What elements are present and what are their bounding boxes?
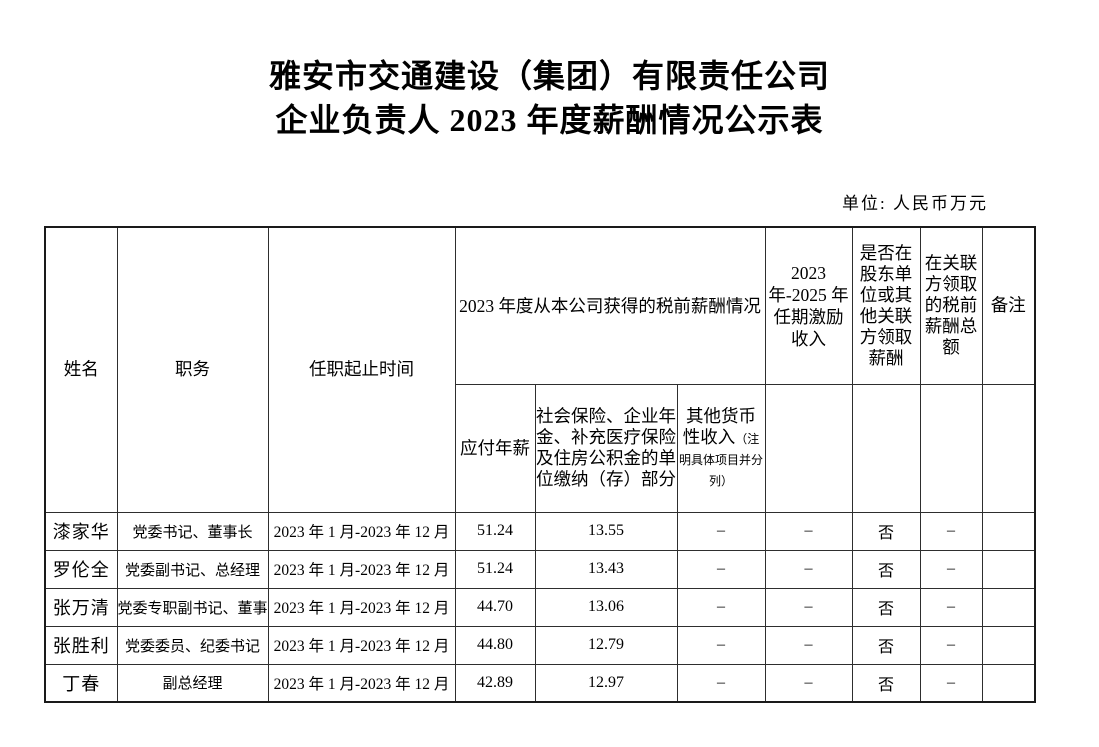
other-income-note: （注明具体项目并分列） [679, 432, 764, 488]
cell-incentive: – [764, 511, 853, 551]
unit-note: 单位: 人民币万元 [842, 194, 988, 213]
cell-position: 副总经理 [116, 663, 269, 703]
col-header-related-party-flag: 是否在股东单位或其他关联方领取薪酬 [851, 226, 921, 385]
cell-term: 2023 年 1 月-2023 年 12 月 [267, 549, 456, 589]
cell-related-party-flag: 否 [851, 663, 921, 703]
cell-related-party-flag: 否 [851, 549, 921, 589]
col-header-related-party-amount: 在关联方领取的税前薪酬总额 [919, 226, 983, 385]
cell-remarks [981, 549, 1036, 589]
cell-other-income: – [676, 549, 766, 589]
cell-insurance: 13.55 [534, 511, 678, 551]
cell-incentive: – [764, 587, 853, 627]
header-row-1: 姓名 职务 任职起止时间 2023 年度从本公司获得的税前薪酬情况 2023 年… [44, 226, 1036, 513]
cell-term: 2023 年 1 月-2023 年 12 月 [267, 625, 456, 665]
cell-term: 2023 年 1 月-2023 年 12 月 [267, 587, 456, 627]
cell-annual-salary: 42.89 [454, 663, 536, 703]
cell-annual-salary: 44.70 [454, 587, 536, 627]
col-header-term: 任职起止时间 [267, 226, 456, 513]
cell-related-party-amount: – [919, 549, 983, 589]
col-header-remarks: 备注 [981, 226, 1036, 385]
cell-name: 丁春 [44, 663, 118, 703]
cell-position: 党委专职副书记、董事 [116, 587, 269, 627]
header-empty-cell-incentive [764, 383, 853, 513]
cell-incentive: – [764, 625, 853, 665]
title-line-2: 企业负责人 2023 年度薪酬情况公示表 [275, 102, 824, 138]
table-row: 张胜利 党委委员、纪委书记 2023 年 1 月-2023 年 12 月 44.… [44, 625, 1036, 665]
cell-insurance: 12.79 [534, 625, 678, 665]
cell-name: 漆家华 [44, 511, 118, 551]
cell-remarks [981, 511, 1036, 551]
cell-name: 张万清 [44, 587, 118, 627]
cell-remarks [981, 587, 1036, 627]
col-header-annual-salary: 应付年薪 [454, 383, 536, 513]
cell-insurance: 13.43 [534, 549, 678, 589]
cell-incentive: – [764, 663, 853, 703]
cell-position: 党委副书记、总经理 [116, 549, 269, 589]
cell-remarks [981, 663, 1036, 703]
other-income-label: 其他货币性收入 [682, 406, 756, 447]
cell-other-income: – [676, 511, 766, 551]
cell-name: 罗伦全 [44, 549, 118, 589]
table-row: 张万清 党委专职副书记、董事 2023 年 1 月-2023 年 12 月 44… [44, 587, 1036, 627]
cell-insurance: 13.06 [534, 587, 678, 627]
page-title: 雅安市交通建设（集团）有限责任公司 企业负责人 2023 年度薪酬情况公示表 [0, 0, 1099, 142]
table-row: 丁春 副总经理 2023 年 1 月-2023 年 12 月 42.89 12.… [44, 663, 1036, 703]
col-header-other-income: 其他货币性收入（注明具体项目并分列） [676, 383, 766, 513]
cell-position: 党委委员、纪委书记 [116, 625, 269, 665]
cell-name: 张胜利 [44, 625, 118, 665]
cell-position: 党委书记、董事长 [116, 511, 269, 551]
salary-table: 姓名 职务 任职起止时间 2023 年度从本公司获得的税前薪酬情况 2023 年… [44, 226, 1037, 703]
cell-insurance: 12.97 [534, 663, 678, 703]
cell-related-party-amount: – [919, 587, 983, 627]
cell-term: 2023 年 1 月-2023 年 12 月 [267, 663, 456, 703]
header-empty-cell-remarks [981, 383, 1036, 513]
table-row: 漆家华 党委书记、董事长 2023 年 1 月-2023 年 12 月 51.2… [44, 511, 1036, 551]
col-header-insurance: 社会保险、企业年金、补充医疗保险及住房公积金的单位缴纳（存）部分 [534, 383, 678, 513]
cell-annual-salary: 51.24 [454, 511, 536, 551]
cell-annual-salary: 44.80 [454, 625, 536, 665]
col-header-name: 姓名 [44, 226, 118, 513]
cell-other-income: – [676, 663, 766, 703]
cell-related-party-amount: – [919, 625, 983, 665]
col-header-incentive: 2023 年-2025 年任期激励收入 [764, 226, 853, 385]
cell-term: 2023 年 1 月-2023 年 12 月 [267, 511, 456, 551]
cell-related-party-flag: 否 [851, 625, 921, 665]
title-line-1: 雅安市交通建设（集团）有限责任公司 [268, 58, 830, 94]
cell-incentive: – [764, 549, 853, 589]
table-row: 罗伦全 党委副书记、总经理 2023 年 1 月-2023 年 12 月 51.… [44, 549, 1036, 589]
cell-annual-salary: 51.24 [454, 549, 536, 589]
col-header-position: 职务 [116, 226, 269, 513]
cell-other-income: – [676, 625, 766, 665]
cell-related-party-flag: 否 [851, 511, 921, 551]
header-row-2: 应付年薪 社会保险、企业年金、补充医疗保险及住房公积金的单位缴纳（存）部分 其他… [45, 383, 1036, 513]
cell-related-party-amount: – [919, 511, 983, 551]
header-empty-cell-related-party-flag [851, 383, 921, 513]
cell-remarks [981, 625, 1036, 665]
header-empty-cell-related-party-amount [919, 383, 983, 513]
cell-related-party-amount: – [919, 663, 983, 703]
cell-related-party-flag: 否 [851, 587, 921, 627]
col-header-salary-group: 2023 年度从本公司获得的税前薪酬情况 [454, 226, 766, 385]
cell-other-income: – [676, 587, 766, 627]
